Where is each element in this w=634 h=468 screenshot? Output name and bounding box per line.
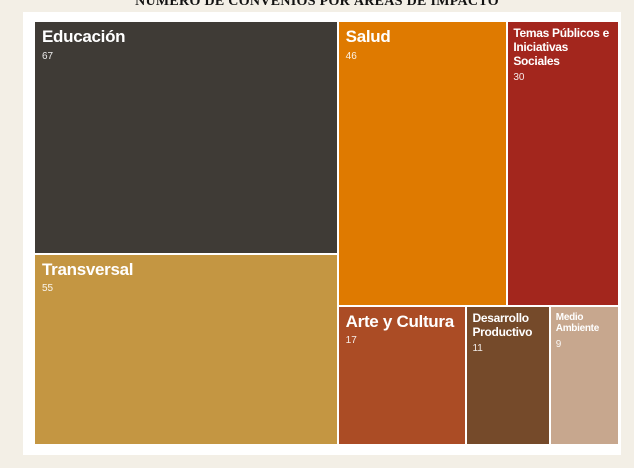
tile-label: Desarrollo Productivo [472, 310, 533, 339]
treemap-tile-desarrollo-productivo: Desarrollo Productivo 11 [467, 306, 549, 444]
tile-value: 55 [42, 283, 54, 295]
tile-label: Educación [42, 27, 126, 46]
tile-value: 67 [42, 50, 54, 62]
chart-title: NÚMERO DE CONVENIOS POR ÁREAS DE IMPACTO [135, 0, 499, 9]
tile-label: Medio Ambiente [555, 311, 599, 335]
tile-value: 17 [345, 335, 357, 347]
treemap-tile-arte-y-cultura: Arte y Cultura 17 [338, 306, 466, 444]
treemap-tile-medio-ambiente: Medio Ambiente 9 [550, 306, 618, 444]
chart-panel: Educación 67 Transversal 55 Salud 46 Temas Púb… [23, 12, 621, 455]
tile-label: Salud [345, 27, 391, 46]
tile-value: 46 [345, 50, 357, 62]
tile-value: 9 [555, 338, 562, 350]
tile-label: Transversal [42, 259, 134, 279]
tile-label: Temas Públicos e Iniciativas Sociales [513, 26, 610, 68]
treemap: Educación 67 Transversal 55 Salud 46 Temas Púb… [35, 22, 618, 444]
tile-label: Arte y Cultura [345, 311, 455, 331]
treemap-tile-transversal: Transversal 55 [35, 254, 337, 444]
treemap-tile-temas-publicos-e-iniciativas-sociales: Temas Públicos e Iniciativas Sociales 30 [508, 22, 618, 305]
tile-value: 11 [472, 343, 483, 355]
treemap-tile-salud: Salud 46 [338, 22, 507, 305]
treemap-tile-educacion: Educación 67 [35, 22, 337, 253]
tile-value: 30 [513, 72, 525, 84]
